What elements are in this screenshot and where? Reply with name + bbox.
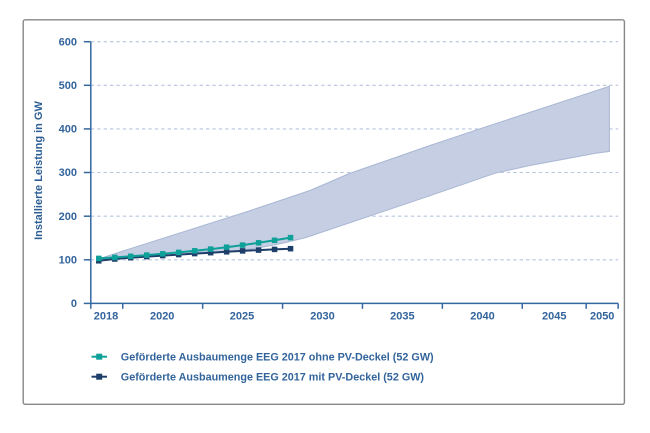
svg-text:2035: 2035: [390, 311, 414, 323]
svg-text:2025: 2025: [230, 311, 254, 323]
svg-text:Installierte Leistung in GW: Installierte Leistung in GW: [33, 101, 45, 240]
svg-text:300: 300: [59, 167, 77, 179]
svg-text:500: 500: [59, 80, 77, 92]
svg-text:2050: 2050: [590, 311, 614, 323]
svg-text:2045: 2045: [542, 311, 566, 323]
svg-text:2018: 2018: [94, 311, 118, 323]
svg-text:100: 100: [59, 255, 77, 267]
svg-text:600: 600: [59, 36, 77, 48]
svg-text:2030: 2030: [310, 311, 334, 323]
svg-text:2040: 2040: [470, 311, 494, 323]
svg-text:400: 400: [59, 124, 77, 136]
svg-text:Geförderte Ausbaumenge EEG 201: Geförderte Ausbaumenge EEG 2017 ohne PV-…: [121, 352, 434, 364]
svg-text:2020: 2020: [150, 311, 174, 323]
svg-text:200: 200: [59, 211, 77, 223]
svg-text:0: 0: [71, 298, 77, 310]
svg-text:Geförderte Ausbaumenge EEG 201: Geförderte Ausbaumenge EEG 2017 mit PV-D…: [121, 372, 425, 384]
